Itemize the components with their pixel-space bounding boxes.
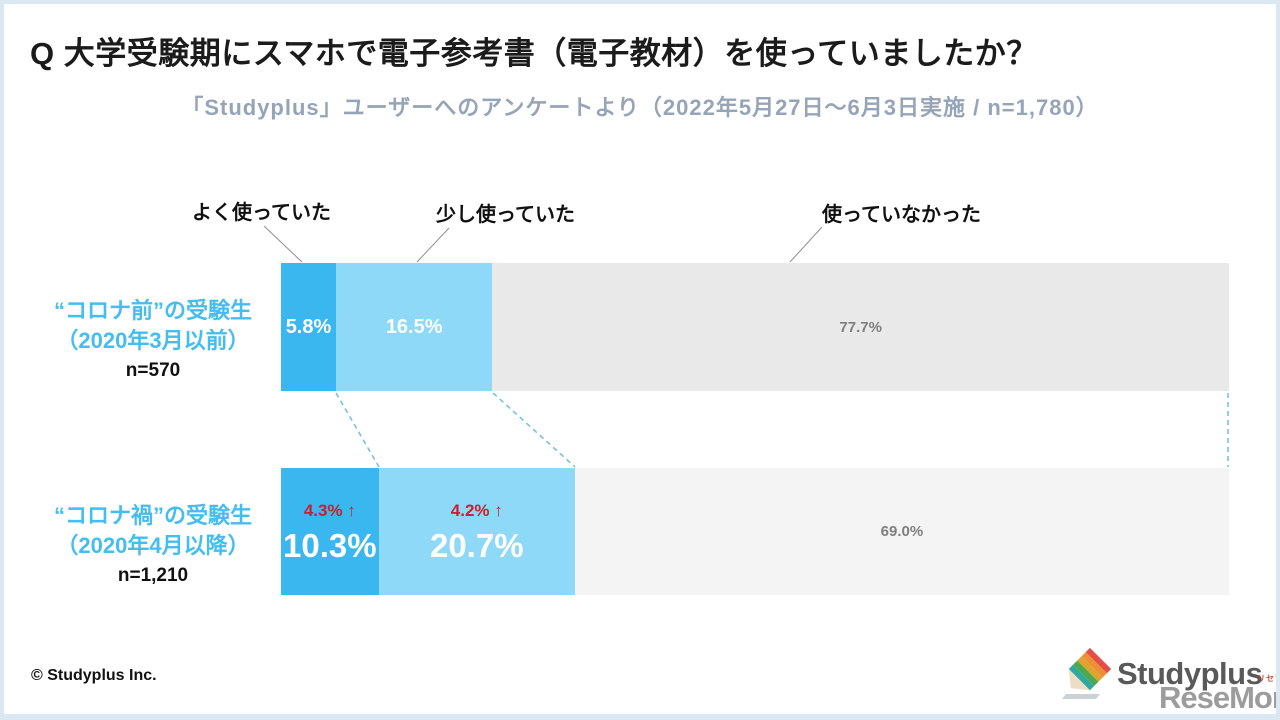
bar-row1-segment-little: 16.5%: [335, 263, 493, 391]
legend-label-not-used: 使っていなかった: [822, 204, 981, 226]
bar-row2-segment-little: 4.2% ↑ 20.7%: [378, 468, 575, 595]
bar-row2-often-delta: 4.3% ↑: [303, 501, 356, 520]
bar-row2-segment-often: 4.3% ↑ 10.3%: [281, 468, 379, 595]
bar-row2-during-corona: 4.3% ↑ 10.3% 4.2% ↑ 20.7% 69.0%: [281, 468, 1229, 595]
bar-row1-pre-corona: 5.8% 16.5% 77.7%: [281, 263, 1229, 391]
row1-label-line1: “コロナ前”の受験生: [53, 298, 252, 323]
bar-row2-little-value: 20.7%: [429, 527, 524, 564]
survey-subtitle: 「Studyplus」ユーザーへのアンケートより（2022年5月27日～6月3日…: [181, 95, 1099, 120]
bar-row1-segment-not-used: 77.7%: [492, 263, 1229, 391]
resemom-watermark: リセマムReseMom.: [1159, 674, 1276, 715]
resemom-wordmark: ReseMom: [1159, 680, 1276, 715]
pencil-shadow: [1061, 694, 1101, 699]
row1-category-label: “コロナ前”の受験生 （2020年3月以前） n=570: [32, 296, 274, 382]
bar-row2-often-value: 10.3%: [283, 527, 377, 564]
resemom-kana-label: リセマム: [1257, 674, 1276, 683]
row2-label-line1: “コロナ禍”の受験生: [53, 503, 252, 528]
bar-row2-not-used-value: 69.0%: [880, 523, 924, 540]
studyplus-logo: Studyplus: [1059, 646, 1276, 714]
bar-row1-often-value: 5.8%: [285, 315, 332, 338]
bar-row1-not-used-value: 77.7%: [839, 318, 882, 336]
studyplus-wordmark: Studyplus: [1117, 656, 1263, 691]
bar-row2-segment-not-used: 69.0%: [574, 468, 1229, 595]
row1-label-line2: （2020年3月以前）: [56, 327, 250, 353]
bar-row2-little-delta: 4.2% ↑: [450, 501, 503, 520]
legend-label-little: 少し使っていた: [436, 204, 575, 226]
page-title: Q 大学受験期にスマホで電子参考書（電子教材）を使っていましたか？: [30, 36, 1038, 71]
copyright-text: © Studyplus Inc.: [31, 667, 157, 684]
studyplus-pencil-icon: [1059, 647, 1112, 700]
legend-label-often: よく使っていた: [192, 202, 331, 224]
bar-row1-little-value: 16.5%: [385, 315, 443, 338]
row2-sample-size: n=1,210: [117, 565, 189, 587]
row2-category-label: “コロナ禍”の受験生 （2020年4月以降） n=1,210: [32, 501, 274, 587]
bar-row1-segment-often: 5.8%: [281, 263, 336, 391]
row1-sample-size: n=570: [125, 360, 181, 382]
row2-label-line2: （2020年4月以降）: [56, 532, 250, 558]
